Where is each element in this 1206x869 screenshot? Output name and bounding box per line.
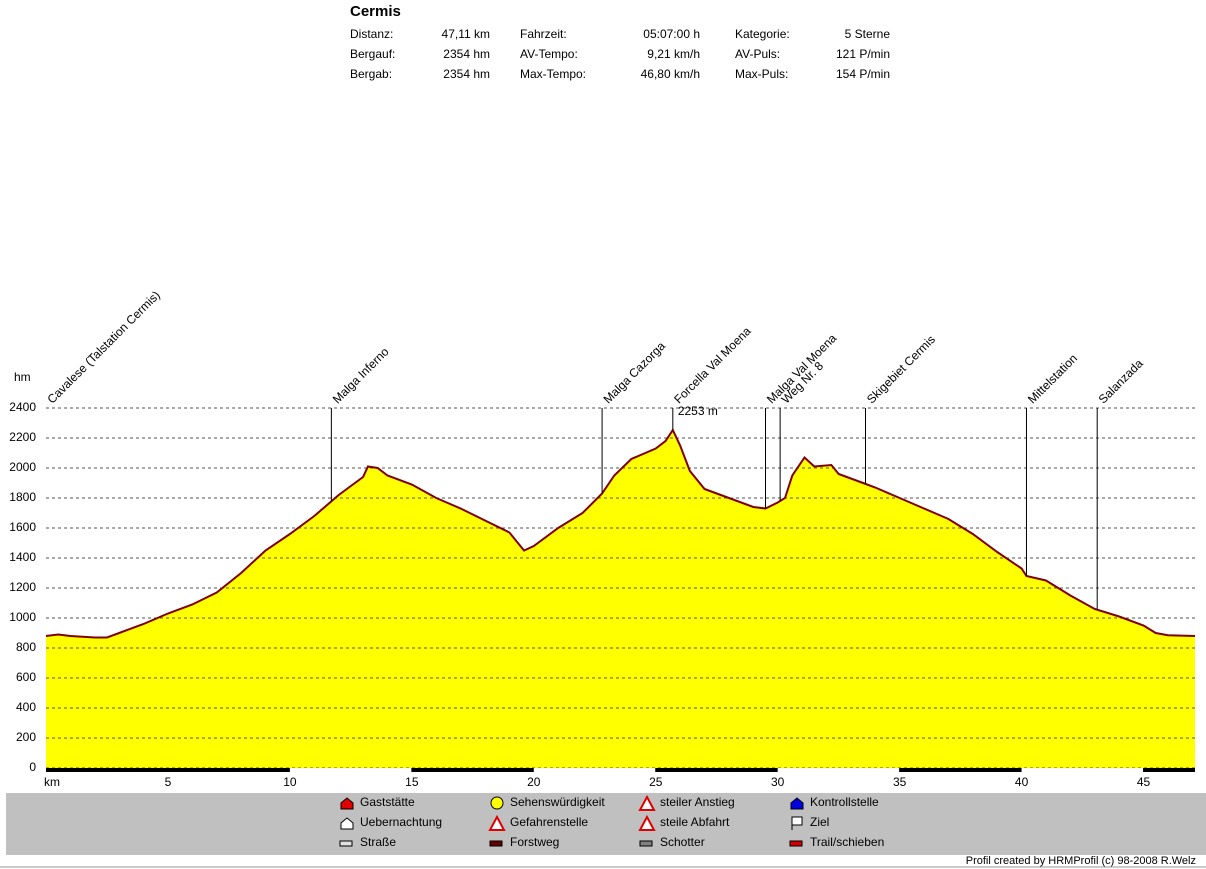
legend-label: Gefahrenstelle xyxy=(510,815,588,829)
legend-label: Ziel xyxy=(810,815,829,829)
y-tick-label: 2200 xyxy=(9,430,36,444)
footer: Profil created by HRMProfil (c) 98-2008 … xyxy=(966,855,1196,867)
x-tick-label: 30 xyxy=(771,775,785,789)
icon-trail xyxy=(789,840,803,847)
stat-value: 05:07:00 h xyxy=(643,27,700,41)
axis-segment xyxy=(1021,768,1144,772)
y-tick-label: 200 xyxy=(16,730,36,744)
x-tick-label: 10 xyxy=(283,775,297,789)
y-tick-label: 2000 xyxy=(9,460,36,474)
y-tick-label: 1800 xyxy=(9,490,36,504)
legend-label: steiler Anstieg xyxy=(660,795,735,809)
x-tick-label: 40 xyxy=(1015,775,1029,789)
y-tick-label: 2400 xyxy=(9,400,36,414)
x-tick-label: 5 xyxy=(165,775,172,789)
icon-gaststaette xyxy=(340,797,354,810)
icon-schotter xyxy=(639,840,653,847)
stat-value: 2354 hm xyxy=(443,47,490,61)
legend-label: Gaststätte xyxy=(360,795,415,809)
chart-title: Cermis xyxy=(350,3,401,20)
y-tick-label: 800 xyxy=(16,640,36,654)
stat-value: 121 P/min xyxy=(836,47,890,61)
stat-label: Bergab: xyxy=(350,67,392,81)
y-tick-label: 0 xyxy=(29,760,36,774)
stat-label: Bergauf: xyxy=(350,47,395,61)
icon-steile-abfahrt xyxy=(638,814,656,831)
axis-segment xyxy=(289,768,412,772)
x-tick-label: 45 xyxy=(1137,775,1151,789)
stat-value: 154 P/min xyxy=(836,67,890,81)
y-tick-label: 1200 xyxy=(9,580,36,594)
legend-label: Uebernachtung xyxy=(360,815,442,829)
legend-label: Schotter xyxy=(660,835,705,849)
icon-gefahrenstelle xyxy=(488,814,506,831)
profile-line xyxy=(45,428,1196,639)
legend-box xyxy=(6,793,1206,855)
icon-ziel xyxy=(791,816,803,830)
legend-label: Forstweg xyxy=(510,835,559,849)
y-tick-label: 600 xyxy=(16,670,36,684)
stat-label: Max-Tempo: xyxy=(520,67,586,81)
axis-segment xyxy=(533,768,656,772)
icon-kontrollstelle xyxy=(790,797,804,810)
stat-label: Distanz: xyxy=(350,27,393,41)
icon-uebernachtung xyxy=(340,817,354,830)
icon-steiler-anstieg xyxy=(638,794,656,811)
y-tick-label: 1600 xyxy=(9,520,36,534)
peak-label: 2253 m xyxy=(678,404,718,418)
area-fill xyxy=(46,430,1195,768)
icon-sehenswuerdigkeit xyxy=(490,796,504,810)
legend-label: Sehenswürdigkeit xyxy=(510,795,605,809)
y-axis-label: hm xyxy=(14,370,31,384)
y-tick-label: 400 xyxy=(16,700,36,714)
x-tick-label: 20 xyxy=(527,775,541,789)
stat-label: AV-Puls: xyxy=(735,47,780,61)
axis-segment xyxy=(777,768,900,772)
stat-value: 47,11 km xyxy=(442,27,490,41)
legend-label: Straße xyxy=(360,835,396,849)
legend-icons xyxy=(339,794,804,847)
stat-label: Max-Puls: xyxy=(735,67,788,81)
legend-label: Kontrollstelle xyxy=(810,795,879,809)
x-tick-label: 35 xyxy=(893,775,907,789)
stat-value: 2354 hm xyxy=(443,67,490,81)
stat-label: Kategorie: xyxy=(735,27,790,41)
stat-value: 9,21 km/h xyxy=(647,47,700,61)
icon-strasse xyxy=(339,840,353,847)
stat-label: AV-Tempo: xyxy=(520,47,578,61)
legend-label: steile Abfahrt xyxy=(660,815,730,829)
icon-forstweg xyxy=(489,840,503,847)
x-axis-label: km xyxy=(44,775,60,789)
stat-value: 5 Sterne xyxy=(845,27,891,41)
stat-label: Fahrzeit: xyxy=(520,27,567,41)
x-tick-label: 25 xyxy=(649,775,663,789)
x-tick-label: 15 xyxy=(405,775,419,789)
legend-label: Trail/schieben xyxy=(810,835,884,849)
y-tick-label: 1000 xyxy=(9,610,36,624)
y-tick-label: 1400 xyxy=(9,550,36,564)
stat-value: 46,80 km/h xyxy=(641,67,700,81)
